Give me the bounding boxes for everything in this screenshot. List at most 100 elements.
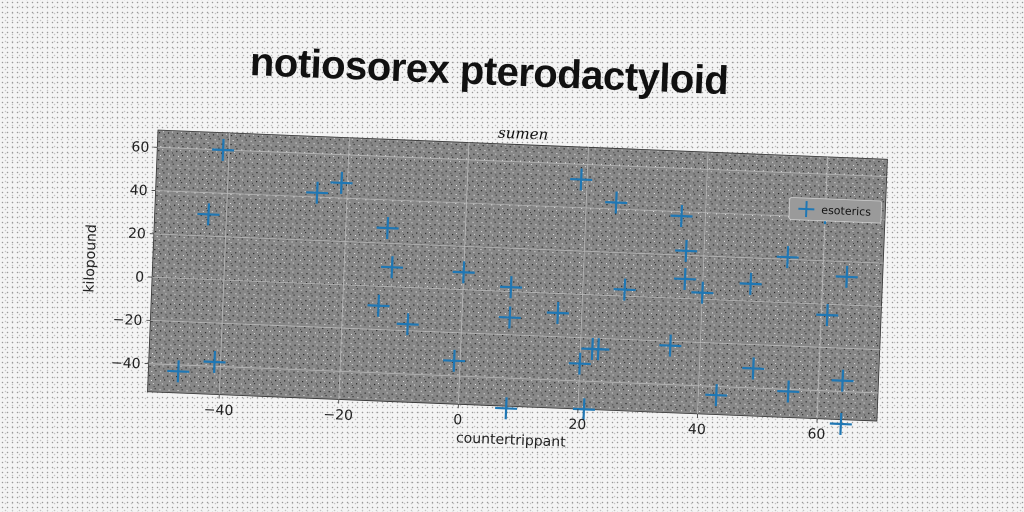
y-tick-label: −40	[111, 355, 141, 372]
chart-subtitle: sumen	[498, 124, 549, 144]
data-point-v	[683, 267, 687, 291]
data-point-v	[582, 398, 586, 421]
data-point-v	[623, 278, 627, 301]
data-point	[572, 398, 595, 421]
data-point	[167, 360, 190, 383]
data-point-v	[786, 380, 790, 403]
data-point-v	[749, 272, 753, 295]
data-point	[546, 301, 569, 324]
x-tick-label: 40	[688, 422, 706, 439]
plot-background	[147, 129, 888, 422]
data-point-v	[509, 276, 513, 299]
data-point	[570, 168, 593, 191]
data-point	[776, 246, 799, 269]
data-point	[330, 171, 353, 194]
x-tick-label: 60	[807, 426, 825, 443]
data-point-v	[221, 138, 225, 161]
data-point-v	[206, 203, 211, 226]
data-point-v	[845, 265, 849, 288]
y-grid-line	[150, 319, 880, 351]
data-point	[675, 239, 698, 262]
data-point	[816, 304, 839, 327]
x-tick-label: 0	[453, 412, 463, 428]
y-grid-line	[148, 363, 879, 394]
data-point	[831, 369, 854, 392]
legend: esoterics	[788, 197, 883, 224]
data-point	[212, 138, 235, 161]
data-point-v	[668, 334, 672, 357]
data-points	[167, 138, 858, 436]
data-point	[452, 261, 475, 284]
data-point-v	[841, 369, 845, 392]
y-axis-label: kilopound	[81, 224, 100, 293]
x-tick-label: −40	[204, 402, 234, 419]
y-tick-labels: −40 −20 0 20 40 60	[111, 139, 158, 372]
data-point-v	[452, 349, 456, 372]
data-point	[670, 205, 693, 228]
y-tick-label: 0	[135, 269, 145, 285]
data-point-v	[825, 304, 829, 327]
data-point	[306, 181, 329, 204]
data-point	[376, 217, 399, 240]
data-point-v	[462, 261, 466, 284]
data-point	[835, 265, 858, 288]
data-point	[613, 278, 636, 301]
legend-label: esoterics	[821, 204, 871, 219]
y-tick-label: 60	[131, 139, 149, 156]
data-point	[659, 334, 682, 357]
x-tick-label: −20	[323, 407, 353, 424]
x-axis-label: countertrippant	[456, 430, 567, 450]
data-point-v	[508, 306, 512, 329]
data-point-v	[213, 350, 217, 374]
data-point	[777, 380, 800, 403]
legend-marker-v	[805, 201, 808, 218]
data-point	[587, 338, 610, 361]
data-point	[691, 281, 714, 304]
data-point	[396, 313, 419, 336]
data-point	[499, 276, 523, 299]
plot-area: −40 −20 0 20 40 60 −40 −20 0 20 40 60 sumen counte…	[81, 124, 888, 451]
data-point	[498, 306, 521, 329]
data-point-v	[315, 181, 319, 204]
data-point-v	[596, 338, 600, 361]
data-point	[495, 397, 518, 420]
data-point-v	[579, 168, 583, 191]
y-tick-label: 40	[129, 183, 147, 200]
y-tick-label: −20	[112, 312, 142, 329]
data-point-v	[714, 384, 718, 407]
data-point-v	[556, 301, 560, 324]
y-grid-line	[153, 233, 884, 264]
data-point-v	[700, 281, 704, 304]
data-point-v	[504, 397, 508, 420]
data-point-v	[684, 239, 688, 262]
data-point-v	[614, 191, 618, 214]
data-point	[380, 256, 404, 279]
data-point-v	[339, 171, 344, 194]
legend-box	[788, 197, 883, 224]
data-point	[739, 272, 762, 295]
data-point	[197, 203, 220, 226]
data-point-v	[176, 360, 180, 383]
x-grid-line	[218, 132, 231, 395]
y-grid-line	[152, 276, 882, 307]
data-point-v	[390, 256, 394, 279]
data-point-v	[386, 217, 390, 240]
x-tick-label: 20	[568, 417, 586, 434]
data-point-v	[578, 352, 582, 375]
y-grid-line	[157, 146, 887, 178]
data-point	[742, 357, 765, 380]
y-tick-label: 20	[128, 226, 146, 243]
y-grid-line	[155, 190, 885, 221]
data-point	[829, 412, 852, 436]
data-point	[705, 384, 728, 407]
data-point-v	[751, 357, 755, 380]
data-point	[367, 294, 390, 317]
data-point	[605, 191, 628, 214]
data-point	[203, 350, 226, 374]
data-point-v	[679, 205, 684, 228]
data-point	[568, 352, 591, 375]
x-tick-labels: −40 −20 0 20 40 60	[204, 394, 826, 443]
data-point-v	[376, 294, 381, 317]
data-point-v	[839, 412, 843, 436]
